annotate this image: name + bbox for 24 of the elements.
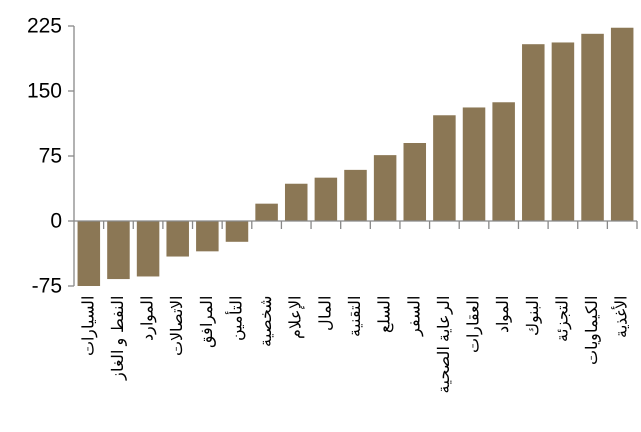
x-tick-label: البنوك	[524, 296, 542, 336]
x-tick-label: السلع	[376, 296, 394, 333]
x-tick-label: العقارات	[466, 296, 483, 353]
x-tick-label: التقنية	[347, 296, 364, 337]
x-tick-label: السيارات	[80, 296, 98, 356]
y-tick-label: -75	[32, 274, 62, 298]
y-tick-label: 150	[26, 80, 62, 102]
x-tick-label: النفط و الغاز	[110, 296, 127, 381]
x-tick-label: المرافق	[198, 296, 216, 348]
y-tick-label: 0	[50, 210, 62, 232]
y-tick-label: 225	[26, 14, 62, 38]
x-tick-label: المواد	[495, 296, 512, 333]
x-tick-label: المال	[317, 296, 334, 331]
x-tick-label: التجزئة	[554, 296, 572, 342]
x-tick-label: الاتصالات	[169, 296, 186, 356]
y-tick-label: 75	[38, 144, 62, 168]
x-tick-label: الإعلام	[288, 296, 305, 339]
x-tick-label: السفر	[406, 296, 424, 337]
x-tick-label: شخصية	[258, 296, 276, 347]
x-tick-label: الموارد	[140, 296, 157, 341]
x-tick-label: التأمين	[224, 296, 246, 341]
x-tick-label: الكيماويات	[584, 296, 602, 365]
x-tick-label: الرعاية الصحية	[436, 296, 453, 394]
x-tick-label: الأغذية	[612, 296, 631, 338]
